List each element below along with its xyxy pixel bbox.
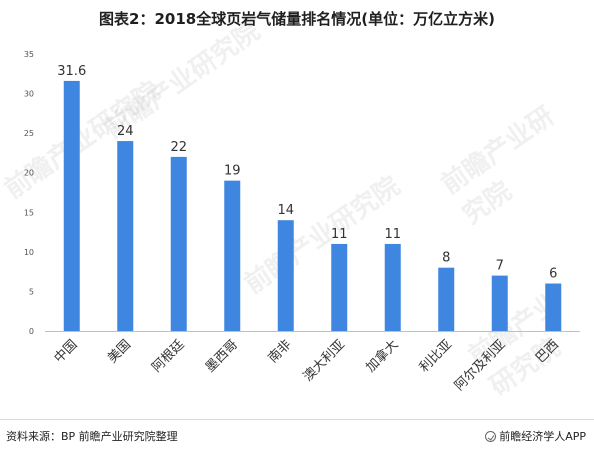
brand-label: 前瞻经济学人APP xyxy=(499,430,586,443)
bar xyxy=(438,267,455,331)
category-label: 阿尔及利亚 xyxy=(452,337,509,394)
bar xyxy=(117,141,134,331)
category-label: 中国 xyxy=(52,337,81,366)
category-label: 南非 xyxy=(265,337,295,367)
category-label: 加拿大 xyxy=(363,337,402,376)
y-tick-label: 15 xyxy=(24,208,34,217)
category-label: 美国 xyxy=(105,337,134,366)
category-label: 墨西哥 xyxy=(203,337,241,375)
data-label: 14 xyxy=(277,203,294,218)
y-tick-label: 20 xyxy=(24,169,34,178)
data-label: 6 xyxy=(549,267,557,282)
bar xyxy=(491,275,508,331)
bar xyxy=(224,180,241,331)
y-tick-label: 10 xyxy=(24,248,34,257)
data-label: 31.6 xyxy=(57,64,86,79)
data-label: 7 xyxy=(496,259,504,274)
brand-credit: 前瞻经济学人APP xyxy=(485,428,586,444)
bar xyxy=(384,243,401,331)
data-label: 11 xyxy=(331,227,348,242)
data-label: 11 xyxy=(384,227,401,242)
bar xyxy=(545,283,562,331)
y-tick-label: 30 xyxy=(24,90,34,99)
bar xyxy=(331,243,348,331)
y-tick-label: 35 xyxy=(24,50,34,59)
y-tick-label: 25 xyxy=(24,129,34,138)
data-label: 8 xyxy=(442,251,450,266)
footer-divider xyxy=(0,419,594,420)
bar xyxy=(63,80,80,331)
data-label: 22 xyxy=(170,140,187,155)
data-label: 19 xyxy=(224,164,241,179)
bar xyxy=(170,156,187,331)
data-label: 24 xyxy=(117,124,134,139)
chart-title: 图表2：2018全球页岩气储量排名情况(单位：万亿立方米) xyxy=(99,10,495,28)
category-label: 澳大利亚 xyxy=(300,337,348,385)
source-note: 资料来源：BP 前瞻产业研究院整理 xyxy=(6,430,178,443)
category-label: 利比亚 xyxy=(417,337,455,375)
bar xyxy=(277,220,294,331)
brand-logo-icon xyxy=(485,430,497,442)
category-label: 巴西 xyxy=(533,337,562,366)
y-tick-label: 5 xyxy=(29,287,34,296)
y-tick-label: 0 xyxy=(29,327,34,336)
category-label: 阿根廷 xyxy=(149,337,187,375)
